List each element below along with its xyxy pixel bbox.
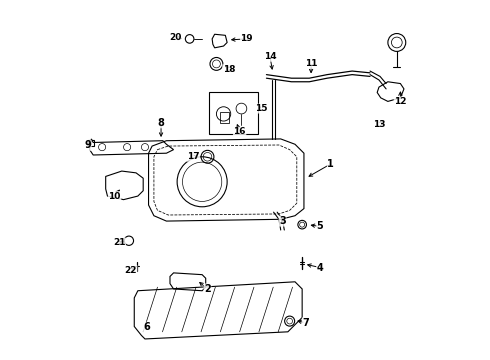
Text: 14: 14	[264, 52, 276, 61]
Bar	[220, 112, 229, 123]
Bar	[88, 140, 94, 146]
Text: 22: 22	[124, 266, 137, 275]
Text: 17: 17	[187, 152, 199, 161]
Text: 12: 12	[394, 97, 407, 106]
Text: 2: 2	[204, 284, 211, 294]
Text: 10: 10	[108, 192, 121, 201]
Text: 1: 1	[327, 159, 334, 169]
Text: 8: 8	[158, 118, 165, 128]
Text: 7: 7	[302, 318, 309, 328]
Bar	[209, 93, 258, 134]
Text: 19: 19	[241, 35, 253, 44]
Text: 15: 15	[255, 104, 268, 113]
Text: 20: 20	[169, 33, 181, 42]
Text: 13: 13	[373, 120, 385, 129]
Text: 5: 5	[317, 221, 323, 231]
Text: 3: 3	[279, 216, 286, 226]
Text: 4: 4	[317, 262, 323, 273]
Text: 16: 16	[233, 127, 246, 136]
Text: 9: 9	[84, 140, 91, 150]
Text: 6: 6	[144, 322, 150, 332]
Text: 18: 18	[222, 65, 235, 74]
Text: 21: 21	[113, 238, 125, 247]
Text: 11: 11	[305, 59, 318, 68]
